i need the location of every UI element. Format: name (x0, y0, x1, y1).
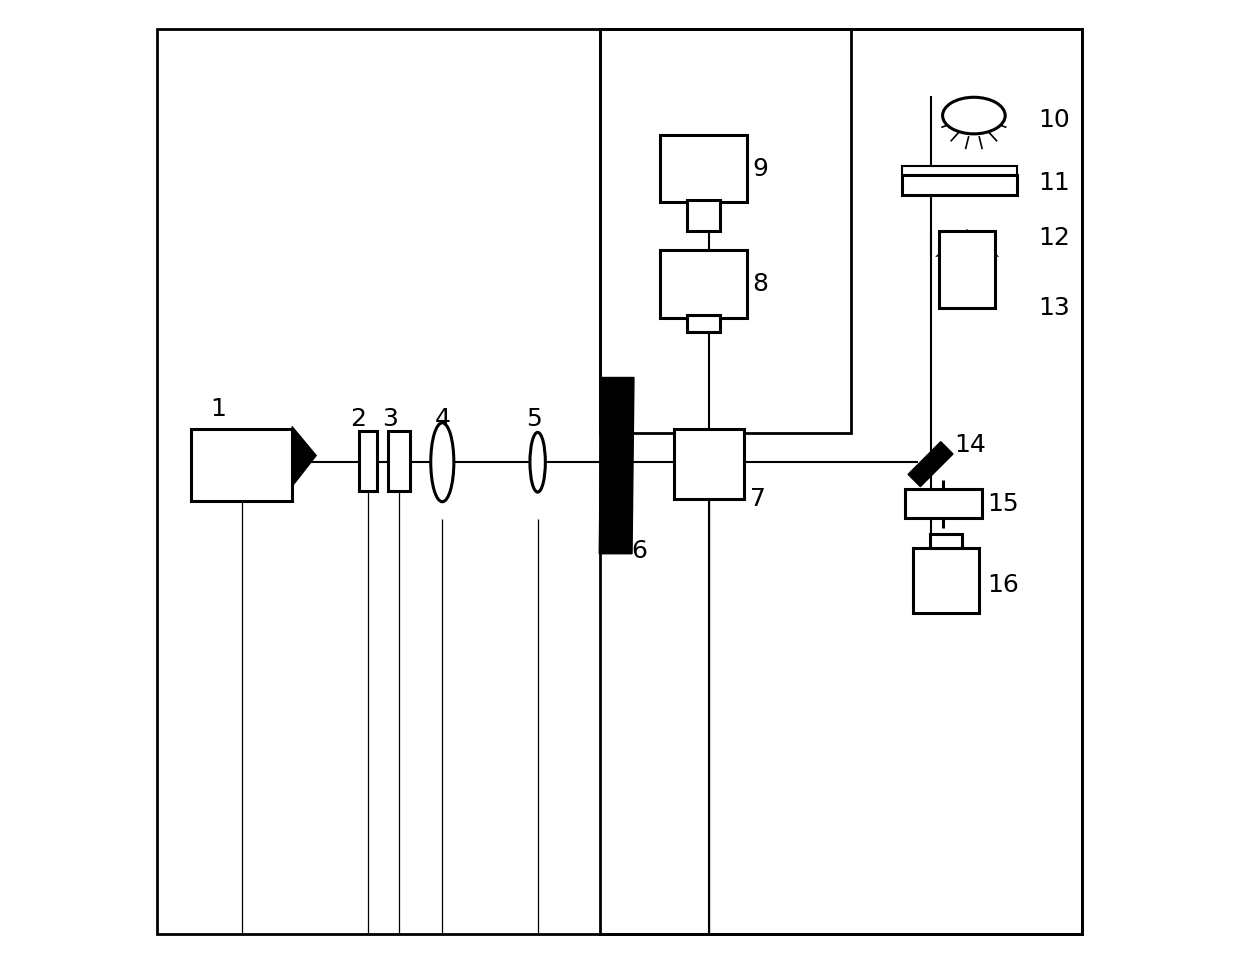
Bar (686, 200, 720, 231)
Bar (904, 489, 981, 518)
Text: 4: 4 (435, 407, 451, 430)
Text: 2: 2 (349, 407, 366, 430)
Bar (939, 231, 995, 308)
Polygon shape (600, 377, 634, 554)
Text: 13: 13 (1038, 297, 1070, 320)
Text: 16: 16 (987, 573, 1020, 596)
Ellipse shape (431, 423, 453, 502)
Bar (929, 534, 963, 548)
Text: 6: 6 (631, 539, 647, 562)
Text: 5: 5 (527, 407, 541, 430)
Ellipse shape (530, 432, 545, 492)
Ellipse shape (943, 97, 1005, 134)
Text: 7: 7 (750, 487, 766, 510)
Text: 14: 14 (954, 433, 986, 456)
Bar (902, 175, 1017, 195)
Text: 9: 9 (752, 157, 768, 180)
Bar (359, 431, 377, 491)
Text: 15: 15 (987, 492, 1018, 515)
Text: 3: 3 (383, 407, 399, 430)
Text: 12: 12 (1038, 226, 1070, 249)
Bar (686, 315, 720, 332)
Bar (674, 429, 743, 499)
Bar (191, 429, 292, 501)
Text: 10: 10 (1038, 109, 1070, 132)
Text: 11: 11 (1038, 171, 1070, 195)
Bar (913, 548, 979, 613)
Bar (902, 166, 1017, 175)
Polygon shape (292, 427, 316, 486)
Bar (660, 250, 747, 318)
Bar (388, 431, 410, 491)
Polygon shape (908, 442, 953, 486)
Text: 8: 8 (752, 273, 768, 296)
Text: 1: 1 (211, 398, 225, 421)
Bar (660, 135, 747, 202)
